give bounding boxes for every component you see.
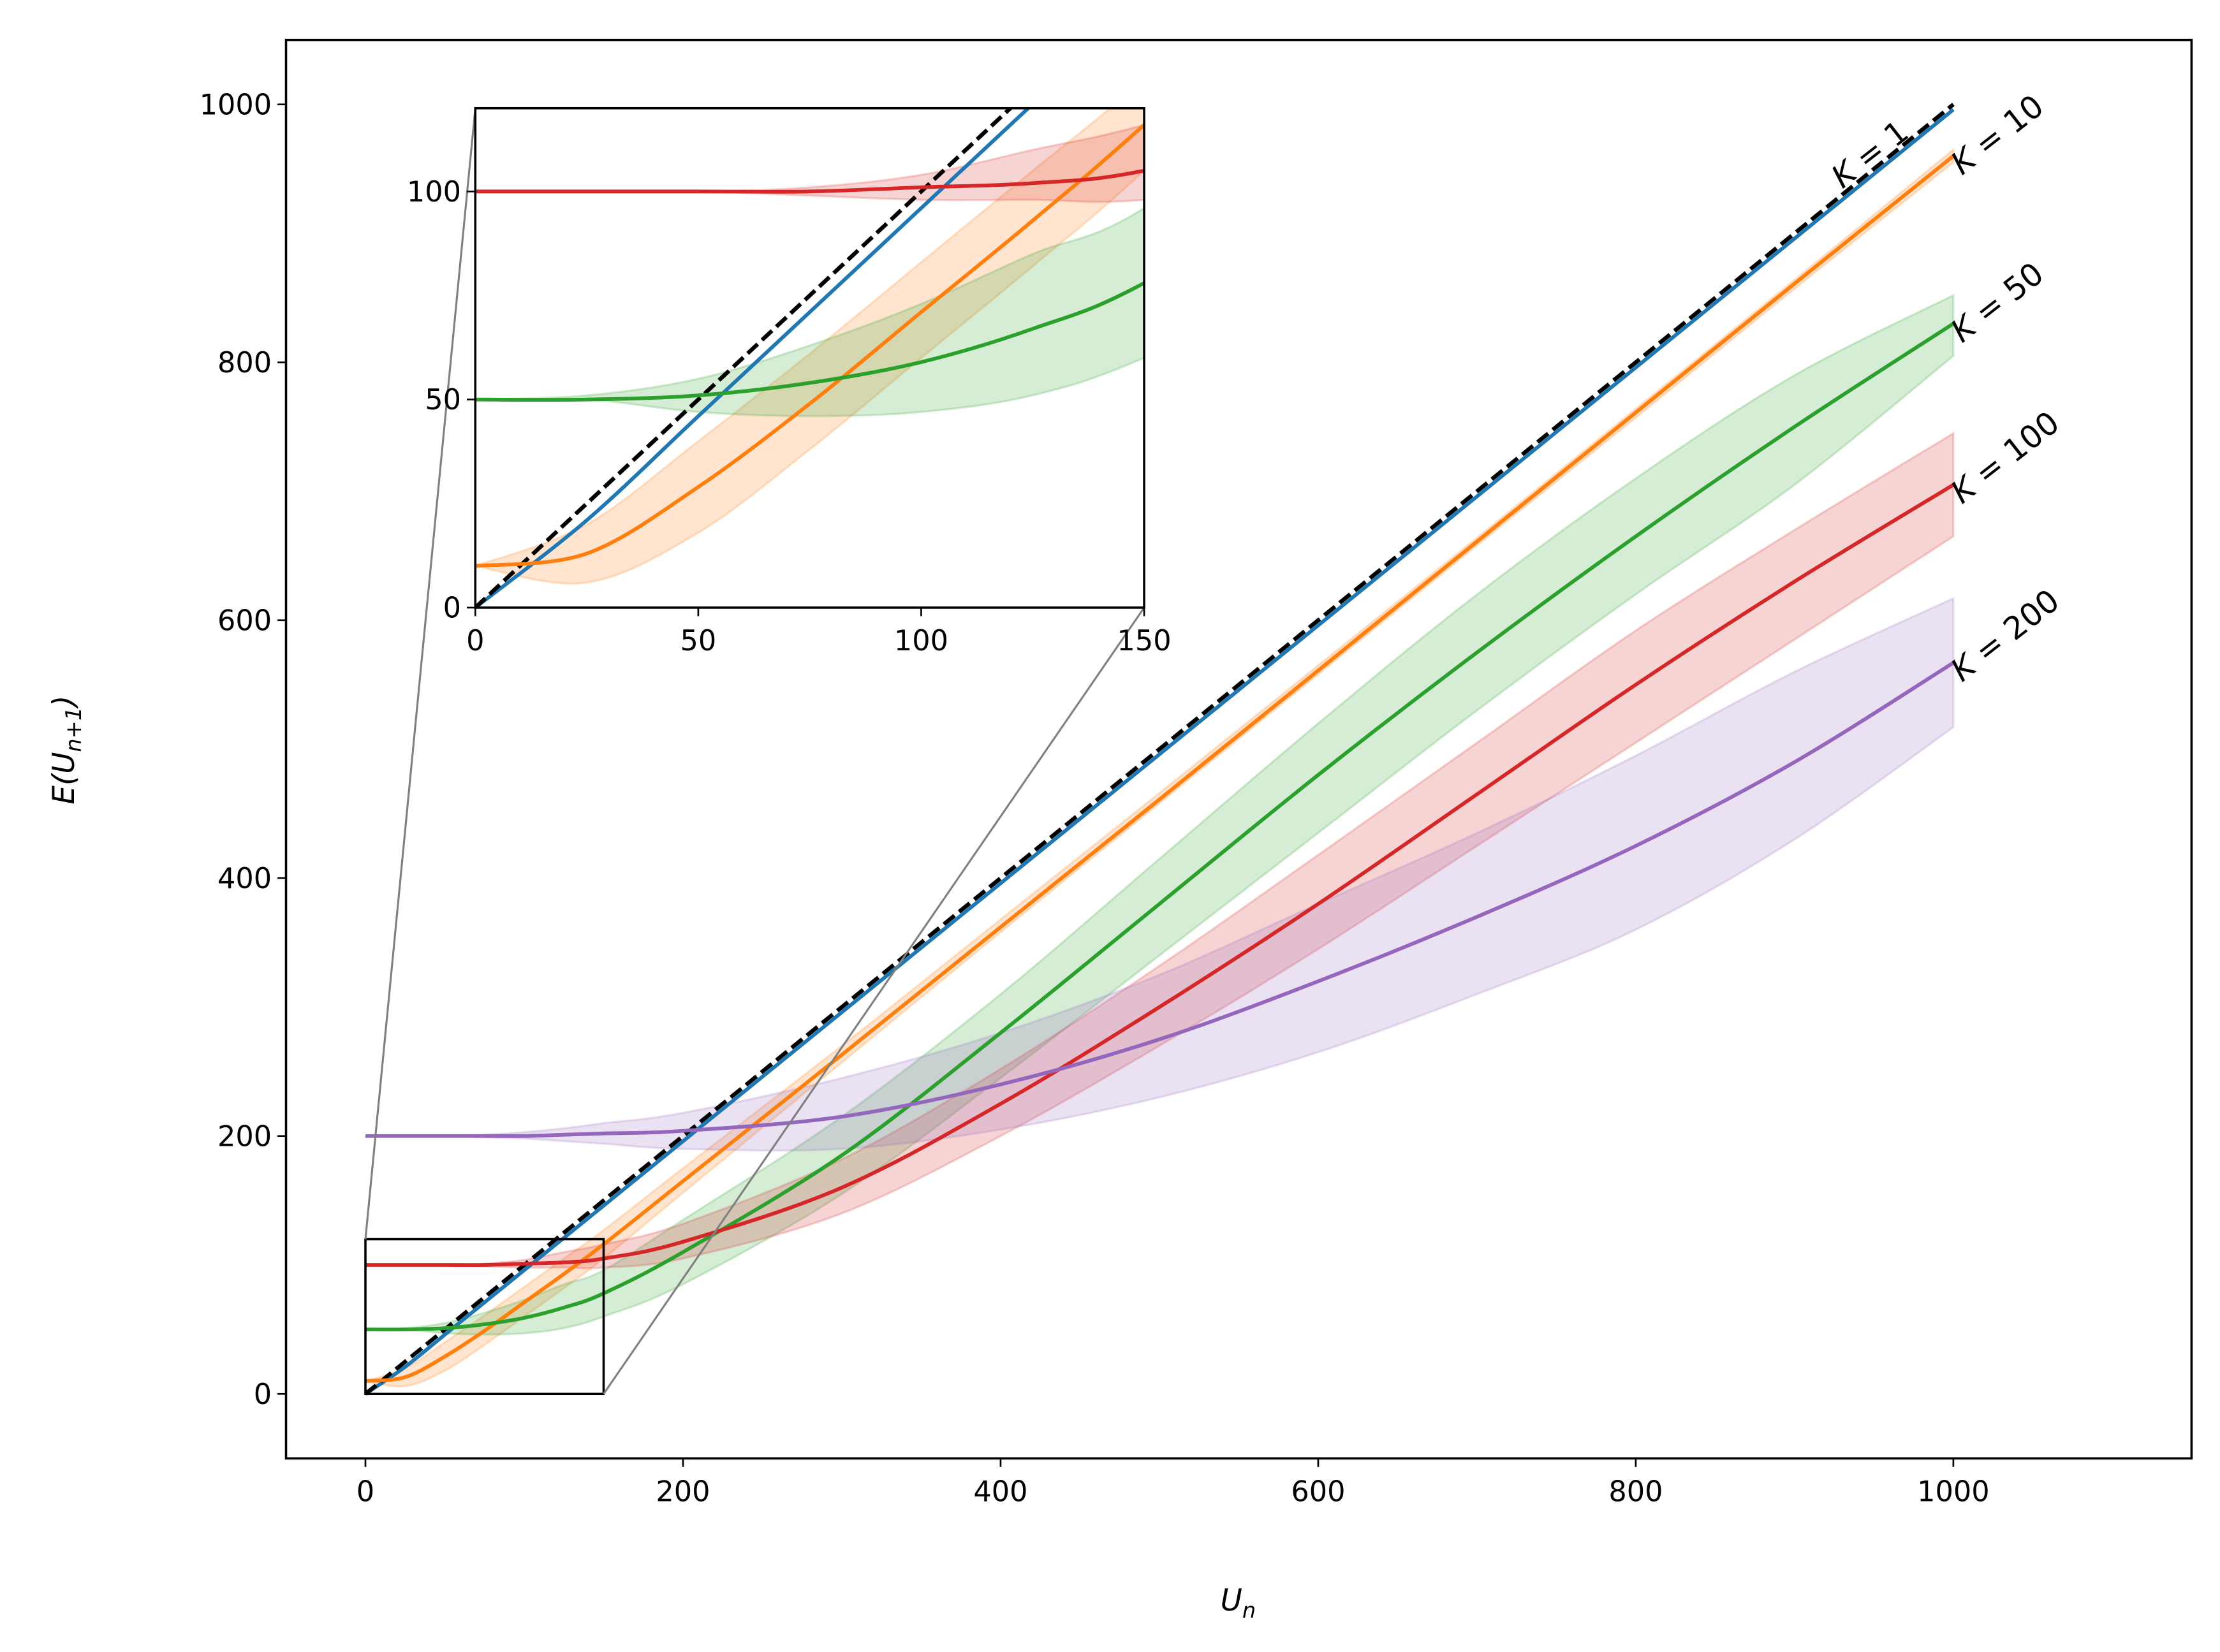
inset-x-tick-label: 150 — [1117, 624, 1171, 657]
zoom-indicator — [364, 108, 1145, 1396]
series-line-k10 — [475, 122, 1145, 568]
inset-x-tick-label: 100 — [894, 624, 948, 657]
series-line-k200 — [365, 661, 1955, 1138]
inset-x-tick-label: 50 — [680, 624, 716, 657]
main-x-tick-label: 1000 — [1917, 1475, 1990, 1508]
series-line-k100 — [365, 483, 1955, 1268]
confidence-band-k10 — [475, 108, 1145, 585]
inset-plot — [475, 108, 1145, 608]
confidence-band-k50 — [475, 207, 1145, 418]
series-line-k50 — [475, 281, 1145, 402]
inset-y-tick-label: 100 — [407, 175, 461, 208]
series-line-k10 — [365, 154, 1955, 1383]
confidence-band-k100 — [365, 431, 1955, 1269]
series-label-k50: K = 50 — [1944, 255, 2050, 350]
main-y-tick-label: 800 — [217, 346, 272, 379]
main-y-tick-label: 0 — [254, 1378, 272, 1411]
series-label-k10: K = 10 — [1944, 87, 2050, 182]
zoom-region-box — [364, 1238, 605, 1396]
main-x-tick-label: 600 — [1291, 1475, 1345, 1508]
main-y-tick-label: 400 — [217, 862, 272, 895]
inset-y-tick-label: 0 — [443, 592, 461, 625]
main-plot — [364, 103, 1955, 1396]
main-x-tick-label: 0 — [357, 1475, 374, 1508]
y-axis-label: E(Un+1) — [47, 696, 86, 805]
zoom-connector-line — [603, 607, 1145, 1395]
series-label-k200: K = 200 — [1944, 581, 2066, 689]
main-y-tick-label: 200 — [217, 1120, 272, 1153]
x-axis-label: Un — [1221, 1584, 1256, 1623]
series-line-k100 — [475, 168, 1145, 194]
confidence-band-k100 — [475, 124, 1145, 203]
inset-axes-frame — [474, 106, 1145, 609]
main-x-tick-label: 800 — [1608, 1475, 1663, 1508]
inset-x-tick-label: 0 — [466, 624, 484, 657]
zoom-connector-line — [364, 108, 476, 1239]
inset-ticks: 0 50 100 150 0 50 100 — [407, 175, 1172, 657]
inset-y-tick-label: 50 — [425, 383, 461, 416]
main-axes-frame — [284, 38, 2193, 1460]
series-label-k100: K = 100 — [1944, 404, 2066, 511]
reference-line-identity — [364, 103, 1955, 1396]
main-y-tick-label: 600 — [217, 604, 272, 637]
confidence-band-k50 — [365, 293, 1955, 1336]
series-label-k1: K = 1 — [1825, 113, 1916, 195]
main-y-tick-label: 1000 — [200, 88, 272, 121]
main-x-tick-label: 200 — [656, 1475, 710, 1508]
series-line-k50 — [365, 322, 1955, 1332]
confidence-band-k10 — [365, 147, 1955, 1388]
series-line-k1 — [475, 108, 1031, 608]
main-x-tick-label: 400 — [973, 1475, 1027, 1508]
series-line-k1 — [364, 108, 1955, 1396]
